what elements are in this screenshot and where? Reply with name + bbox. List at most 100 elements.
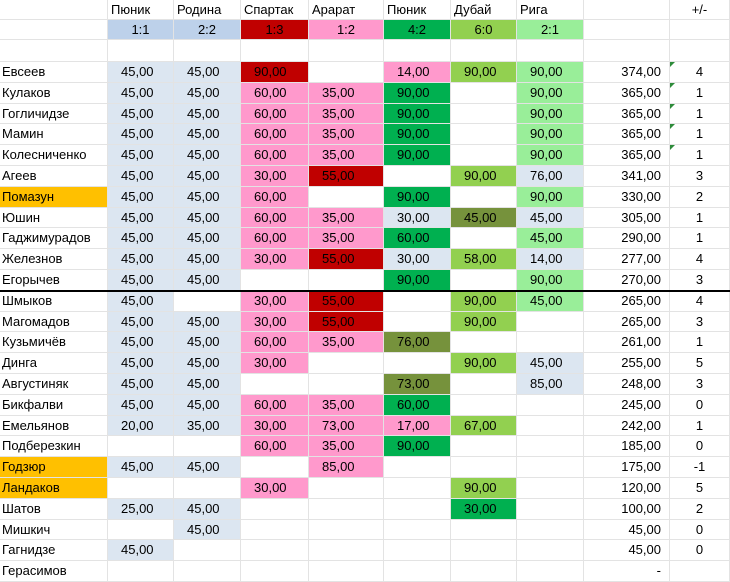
minutes-cell[interactable]: 45,00: [174, 207, 241, 229]
empty-cell[interactable]: [451, 40, 517, 62]
minutes-cell[interactable]: [108, 478, 174, 499]
minutes-cell[interactable]: 25,00: [108, 498, 174, 520]
minutes-cell[interactable]: 35,00: [309, 103, 384, 125]
total-cell[interactable]: 374,00: [584, 62, 670, 83]
player-name-cell[interactable]: Емельянов: [0, 415, 108, 437]
plus-minus-cell[interactable]: 3: [670, 311, 730, 333]
minutes-cell[interactable]: 45,00: [108, 290, 174, 312]
minutes-cell[interactable]: 45,00: [517, 353, 584, 374]
minutes-cell[interactable]: 45,00: [174, 394, 241, 416]
minutes-cell[interactable]: 45,00: [108, 82, 174, 104]
minutes-cell[interactable]: 45,00: [174, 353, 241, 374]
minutes-cell[interactable]: 67,00: [451, 415, 517, 437]
plus-minus-cell[interactable]: 1: [670, 415, 730, 437]
empty-cell[interactable]: [174, 40, 241, 62]
player-name-cell[interactable]: Егорычев: [0, 270, 108, 291]
minutes-cell[interactable]: [384, 290, 451, 312]
minutes-cell[interactable]: 45,00: [108, 207, 174, 229]
plus-minus-cell[interactable]: 0: [670, 540, 730, 562]
minutes-cell[interactable]: 30,00: [384, 249, 451, 270]
minutes-cell[interactable]: [384, 353, 451, 374]
minutes-cell[interactable]: [451, 332, 517, 354]
minutes-cell[interactable]: 45,00: [108, 270, 174, 291]
minutes-cell[interactable]: [517, 519, 584, 541]
minutes-cell[interactable]: [517, 394, 584, 416]
total-cell[interactable]: 261,00: [584, 332, 670, 354]
total-cell[interactable]: 248,00: [584, 374, 670, 395]
empty-cell[interactable]: [309, 40, 384, 62]
empty-cell[interactable]: [108, 40, 174, 62]
player-name-cell[interactable]: Мамин: [0, 124, 108, 146]
plus-minus-cell[interactable]: 1: [670, 332, 730, 354]
minutes-cell[interactable]: [384, 561, 451, 582]
corner-cell[interactable]: [0, 0, 108, 20]
plus-minus-cell[interactable]: 5: [670, 478, 730, 499]
plus-minus-cell[interactable]: 1: [670, 207, 730, 229]
total-cell[interactable]: 265,00: [584, 311, 670, 333]
score-cell[interactable]: 2:2: [174, 20, 241, 40]
player-name-cell[interactable]: Мишкич: [0, 519, 108, 541]
minutes-cell[interactable]: 45,00: [108, 124, 174, 146]
minutes-cell[interactable]: 73,00: [384, 374, 451, 395]
plus-minus-cell[interactable]: 1: [670, 103, 730, 125]
minutes-cell[interactable]: [241, 457, 309, 478]
plus-minus-cell[interactable]: 5: [670, 353, 730, 374]
minutes-cell[interactable]: [241, 498, 309, 520]
minutes-cell[interactable]: 45,00: [108, 186, 174, 208]
empty-cell[interactable]: [670, 40, 730, 62]
minutes-cell[interactable]: 45,00: [174, 103, 241, 125]
player-name-cell[interactable]: Бикфалви: [0, 394, 108, 416]
score-cell[interactable]: 1:3: [241, 20, 309, 40]
plus-minus-cell[interactable]: 2: [670, 498, 730, 520]
minutes-cell[interactable]: [241, 540, 309, 562]
minutes-cell[interactable]: 90,00: [384, 436, 451, 458]
minutes-cell[interactable]: 90,00: [517, 103, 584, 125]
player-name-cell[interactable]: Августиняк: [0, 374, 108, 395]
score-total-cell[interactable]: [584, 20, 670, 40]
minutes-cell[interactable]: 45,00: [174, 332, 241, 354]
minutes-cell[interactable]: [108, 519, 174, 541]
minutes-cell[interactable]: 85,00: [309, 457, 384, 478]
minutes-cell[interactable]: 60,00: [384, 394, 451, 416]
minutes-cell[interactable]: 90,00: [384, 103, 451, 125]
minutes-cell[interactable]: 35,00: [309, 228, 384, 250]
plus-minus-cell[interactable]: 1: [670, 228, 730, 250]
total-cell[interactable]: -: [584, 561, 670, 582]
player-name-cell[interactable]: Колесниченко: [0, 145, 108, 166]
player-name-cell[interactable]: Евсеев: [0, 62, 108, 83]
player-name-cell[interactable]: Динга: [0, 353, 108, 374]
plus-minus-cell[interactable]: [670, 561, 730, 582]
plus-minus-cell[interactable]: 0: [670, 436, 730, 458]
minutes-cell[interactable]: 45,00: [108, 353, 174, 374]
minutes-cell[interactable]: [384, 457, 451, 478]
minutes-cell[interactable]: 90,00: [384, 145, 451, 166]
total-cell[interactable]: 290,00: [584, 228, 670, 250]
minutes-cell[interactable]: 30,00: [384, 207, 451, 229]
minutes-cell[interactable]: [174, 561, 241, 582]
minutes-cell[interactable]: 90,00: [517, 270, 584, 291]
minutes-cell[interactable]: 45,00: [108, 311, 174, 333]
minutes-cell[interactable]: 90,00: [517, 186, 584, 208]
plus-minus-cell[interactable]: 2: [670, 186, 730, 208]
player-name-cell[interactable]: Помазун: [0, 186, 108, 208]
minutes-cell[interactable]: [451, 561, 517, 582]
total-cell[interactable]: 305,00: [584, 207, 670, 229]
minutes-cell[interactable]: 90,00: [384, 124, 451, 146]
minutes-cell[interactable]: 30,00: [241, 166, 309, 187]
minutes-cell[interactable]: [517, 478, 584, 499]
minutes-cell[interactable]: [451, 103, 517, 125]
score-cell[interactable]: 1:1: [108, 20, 174, 40]
minutes-cell[interactable]: 60,00: [241, 124, 309, 146]
minutes-cell[interactable]: 76,00: [517, 166, 584, 187]
minutes-cell[interactable]: [451, 186, 517, 208]
minutes-cell[interactable]: 60,00: [241, 436, 309, 458]
minutes-cell[interactable]: [451, 124, 517, 146]
minutes-cell[interactable]: 73,00: [309, 415, 384, 437]
minutes-cell[interactable]: 55,00: [309, 166, 384, 187]
minutes-cell[interactable]: [384, 311, 451, 333]
minutes-cell[interactable]: 45,00: [108, 249, 174, 270]
plus-minus-cell[interactable]: 1: [670, 145, 730, 166]
minutes-cell[interactable]: 45,00: [174, 519, 241, 541]
minutes-cell[interactable]: [309, 186, 384, 208]
minutes-cell[interactable]: 76,00: [384, 332, 451, 354]
